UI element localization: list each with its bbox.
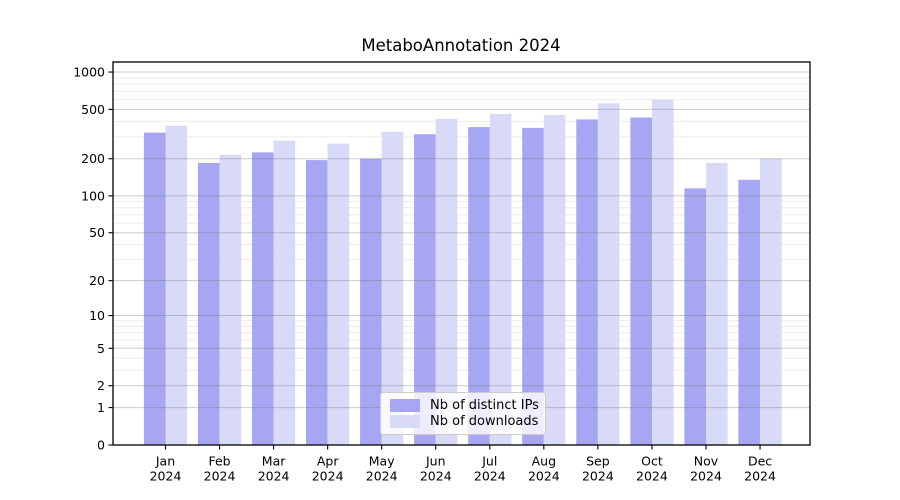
bar-mar-downloads <box>273 140 296 445</box>
bar-jan-downloads <box>165 125 188 445</box>
legend-item-downloads: Nb of downloads <box>390 414 539 430</box>
bar-oct-distinct-ips <box>630 117 652 445</box>
bar-jun-downloads <box>435 118 458 446</box>
y-tick-label-2: 2 <box>97 378 105 393</box>
bar-oct-downloads <box>652 99 674 445</box>
bar-jul-distinct-ips <box>468 127 490 445</box>
y-tick-label-1000: 1000 <box>73 65 105 80</box>
bar-jan-distinct-ips <box>143 132 166 445</box>
bar-aug-distinct-ips <box>522 127 544 446</box>
bar-may-downloads <box>381 131 404 446</box>
y-tick-label-50: 50 <box>89 225 105 240</box>
y-tick-label-5: 5 <box>97 341 105 356</box>
legend-item-distinct-ips: Nb of distinct IPs <box>390 397 539 413</box>
y-tick-label-10: 10 <box>89 308 105 323</box>
x-tick-label-nov: Nov 2024 <box>690 454 722 484</box>
bar-nov-distinct-ips <box>684 188 706 445</box>
legend-swatch-downloads <box>390 415 420 429</box>
x-tick-label-apr: Apr 2024 <box>312 454 344 484</box>
x-tick-label-may: May 2024 <box>366 454 398 484</box>
x-tick-label-jun: Jun 2024 <box>420 454 452 484</box>
x-tick-label-jan: Jan 2024 <box>150 454 182 484</box>
legend-label-downloads: Nb of downloads <box>430 414 539 430</box>
y-tick-label-20: 20 <box>89 273 105 288</box>
chart-title: MetaboAnnotation 2024 <box>361 36 561 55</box>
bar-apr-downloads <box>327 143 350 445</box>
bar-nov-downloads <box>706 162 728 445</box>
y-tick-label-1: 1 <box>97 400 105 415</box>
x-tick-label-feb: Feb 2024 <box>204 454 236 484</box>
bar-aug-downloads <box>543 115 566 445</box>
x-tick-label-oct: Oct 2024 <box>636 454 668 484</box>
x-tick-label-aug: Aug 2024 <box>528 454 560 484</box>
axes-frame <box>112 61 811 446</box>
y-tick-label-100: 100 <box>81 188 105 203</box>
bar-jul-downloads <box>489 113 512 446</box>
x-tick-label-dec: Dec 2024 <box>744 454 776 484</box>
legend-label-distinct-ips: Nb of distinct IPs <box>430 397 539 413</box>
bar-apr-distinct-ips <box>306 160 328 445</box>
x-tick-label-jul: Jul 2024 <box>474 454 506 484</box>
y-tick-label-500: 500 <box>81 102 105 117</box>
bar-mar-distinct-ips <box>252 152 274 445</box>
x-tick-label-mar: Mar 2024 <box>258 454 290 484</box>
y-tick-label-200: 200 <box>81 151 105 166</box>
x-tick-label-sep: Sep 2024 <box>582 454 614 484</box>
y-tick-label-0: 0 <box>97 438 105 453</box>
bar-sep-distinct-ips <box>576 119 598 446</box>
bar-feb-downloads <box>219 154 242 446</box>
legend: Nb of distinct IPs Nb of downloads <box>380 392 546 435</box>
legend-swatch-distinct-ips <box>390 398 420 412</box>
bar-may-distinct-ips <box>360 158 382 445</box>
bar-feb-distinct-ips <box>198 162 220 445</box>
bar-dec-distinct-ips <box>738 179 760 446</box>
bar-dec-downloads <box>760 158 782 445</box>
bar-jun-distinct-ips <box>414 134 436 446</box>
bar-sep-downloads <box>597 103 620 446</box>
